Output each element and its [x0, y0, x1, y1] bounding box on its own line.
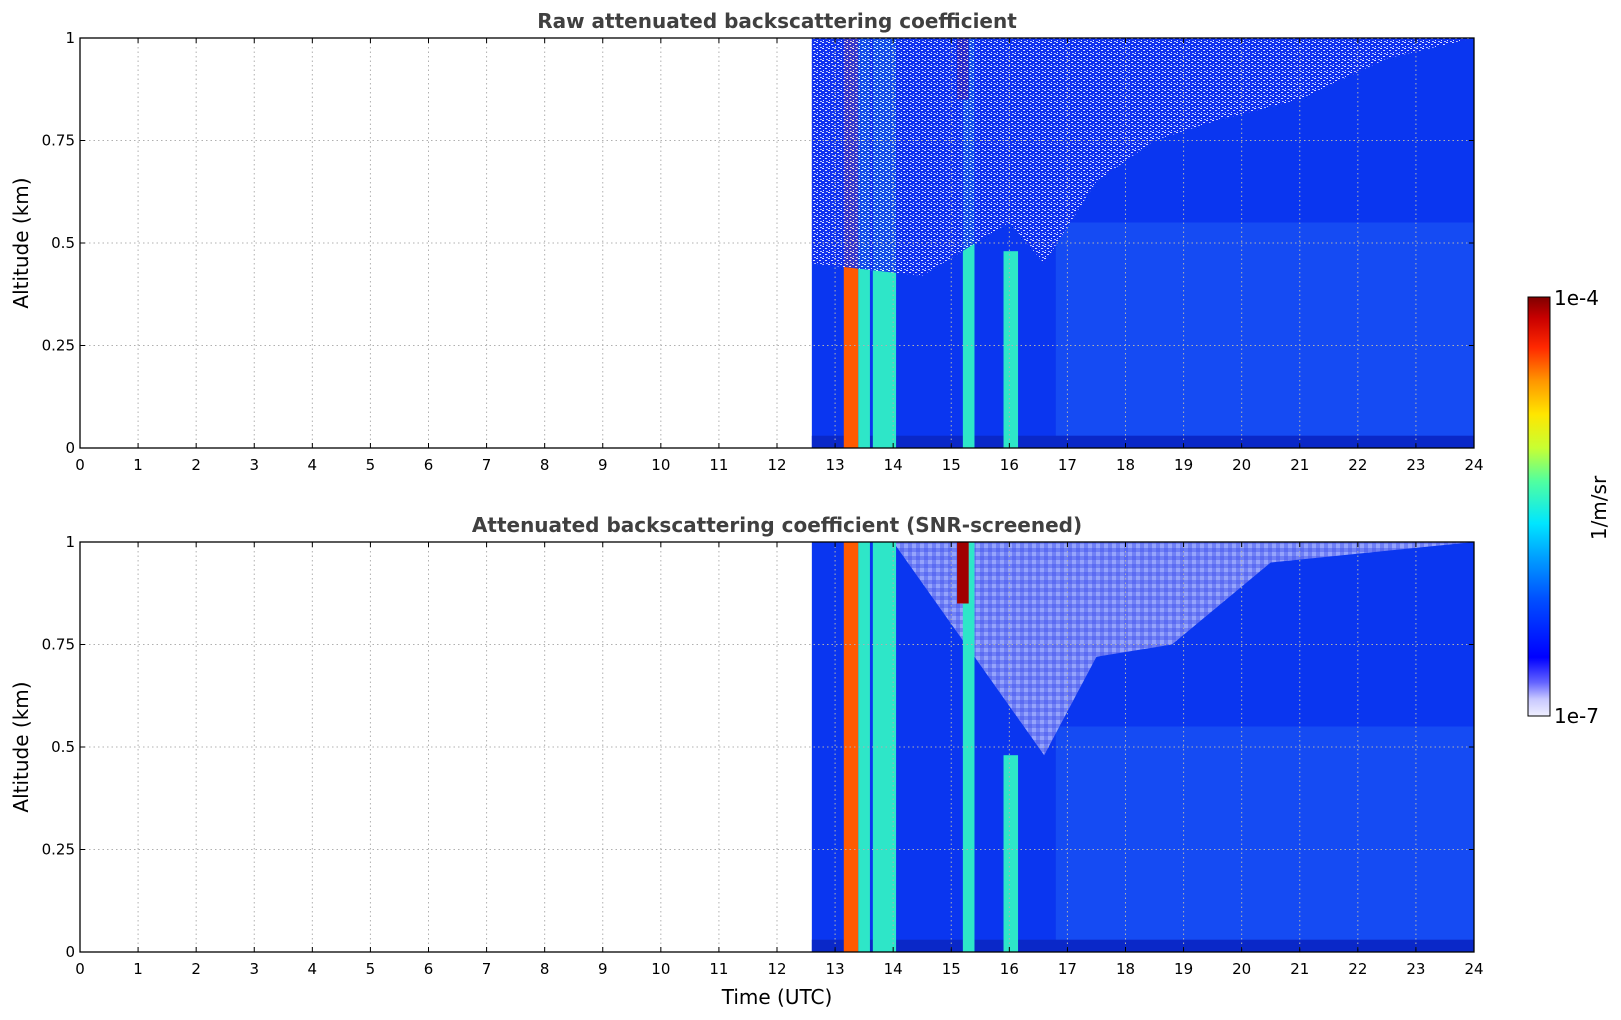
x-tick-label: 20	[1232, 456, 1251, 474]
x-tick-label: 11	[709, 456, 728, 474]
x-tick-label: 18	[1116, 456, 1135, 474]
surface-band	[811, 435, 1474, 448]
panel-title: Raw attenuated backscattering coefficien…	[537, 9, 1017, 33]
y-axis-label: Altitude (km)	[9, 177, 33, 308]
x-tick-label: 6	[424, 960, 434, 978]
x-tick-label: 21	[1290, 960, 1309, 978]
x-tick-label: 20	[1232, 960, 1251, 978]
x-tick-label: 0	[75, 960, 85, 978]
x-tick-label: 3	[249, 960, 259, 978]
panel-snr-screened: Attenuated backscattering coefficient (S…	[9, 513, 1484, 1009]
feature-4	[1003, 251, 1019, 448]
boundary-layer-band	[1055, 222, 1474, 448]
x-tick-label: 5	[366, 456, 376, 474]
surface-band	[811, 939, 1474, 952]
x-tick-label: 19	[1174, 456, 1193, 474]
colorbar-gradient	[1527, 296, 1551, 717]
x-tick-label: 15	[942, 456, 961, 474]
y-tick-label: 0.5	[51, 234, 75, 252]
colorbar: 1e-4 1e-7 1/m/sr	[1527, 286, 1611, 728]
x-tick-label: 4	[308, 456, 318, 474]
x-tick-label: 5	[366, 960, 376, 978]
x-tick-label: 23	[1406, 456, 1425, 474]
colorbar-min-label: 1e-7	[1554, 704, 1599, 728]
x-axis: 0 1 2 3 4 5 6 7 8 9 10 11 12 13 14 15 16 17 18 19 20 21 22 23 24	[75, 38, 1484, 474]
x-tick-label: 4	[308, 960, 318, 978]
x-tick-label: 1	[133, 960, 143, 978]
x-tick-label: 2	[191, 960, 201, 978]
y-tick-label: 0.5	[51, 738, 75, 756]
y-tick-label: 0	[65, 943, 75, 961]
x-tick-label: 3	[249, 456, 259, 474]
screened-feature-2	[872, 542, 897, 952]
x-tick-label: 15	[942, 960, 961, 978]
screened-feature-4	[1003, 755, 1019, 952]
x-tick-label: 21	[1290, 456, 1309, 474]
y-tick-label: 0.75	[42, 132, 75, 150]
x-tick-label: 8	[540, 960, 550, 978]
x-tick-label: 18	[1116, 960, 1135, 978]
x-tick-label: 14	[884, 960, 903, 978]
y-axis: 0 0.25 0.5 0.75 1	[42, 533, 1474, 961]
screened-region	[893, 542, 1474, 756]
x-tick-label: 22	[1348, 456, 1367, 474]
x-tick-label: 16	[1000, 456, 1019, 474]
y-axis: 0 0.25 0.5 0.75 1	[42, 29, 1474, 457]
x-tick-label: 23	[1406, 960, 1425, 978]
x-tick-label: 17	[1058, 960, 1077, 978]
x-tick-label: 1	[133, 456, 143, 474]
x-tick-label: 11	[709, 960, 728, 978]
x-tick-label: 10	[651, 960, 670, 978]
x-tick-label: 16	[1000, 960, 1019, 978]
y-tick-label: 1	[65, 533, 75, 551]
x-tick-label: 19	[1174, 960, 1193, 978]
x-axis: 0 1 2 3 4 5 6 7 8 9 10 11 12 13 14 15 16 17 18 19 20 21 22 23 24	[75, 542, 1484, 978]
x-tick-label: 13	[826, 456, 845, 474]
y-tick-label: 0	[65, 439, 75, 457]
screened-feature-3	[962, 542, 975, 952]
x-tick-label: 12	[767, 456, 786, 474]
x-tick-label: 0	[75, 456, 85, 474]
screened-feature-5	[957, 542, 969, 604]
x-tick-label: 9	[598, 456, 608, 474]
x-tick-label: 6	[424, 456, 434, 474]
x-tick-label: 7	[482, 960, 492, 978]
panel-raw: Raw attenuated backscattering coefficien…	[9, 9, 1484, 474]
colorbar-label: 1/m/sr	[1587, 475, 1611, 540]
noisy-region	[811, 38, 1474, 276]
x-tick-label: 10	[651, 456, 670, 474]
x-tick-label: 17	[1058, 456, 1077, 474]
y-tick-label: 0.25	[42, 841, 75, 859]
x-axis-label: Time (UTC)	[721, 985, 833, 1009]
y-tick-label: 1	[65, 29, 75, 47]
x-tick-label: 13	[826, 960, 845, 978]
panel-title: Attenuated backscattering coefficient (S…	[472, 513, 1082, 537]
x-tick-label: 24	[1464, 456, 1483, 474]
y-tick-label: 0.75	[42, 636, 75, 654]
x-tick-label: 9	[598, 960, 608, 978]
boundary-layer-band	[1055, 726, 1474, 952]
x-tick-label: 12	[767, 960, 786, 978]
x-tick-label: 8	[540, 456, 550, 474]
y-axis-label: Altitude (km)	[9, 681, 33, 812]
y-tick-label: 0.25	[42, 337, 75, 355]
x-tick-label: 2	[191, 456, 201, 474]
x-tick-label: 14	[884, 456, 903, 474]
x-tick-label: 24	[1464, 960, 1483, 978]
colorbar-max-label: 1e-4	[1554, 286, 1599, 310]
x-tick-label: 7	[482, 456, 492, 474]
x-tick-label: 22	[1348, 960, 1367, 978]
